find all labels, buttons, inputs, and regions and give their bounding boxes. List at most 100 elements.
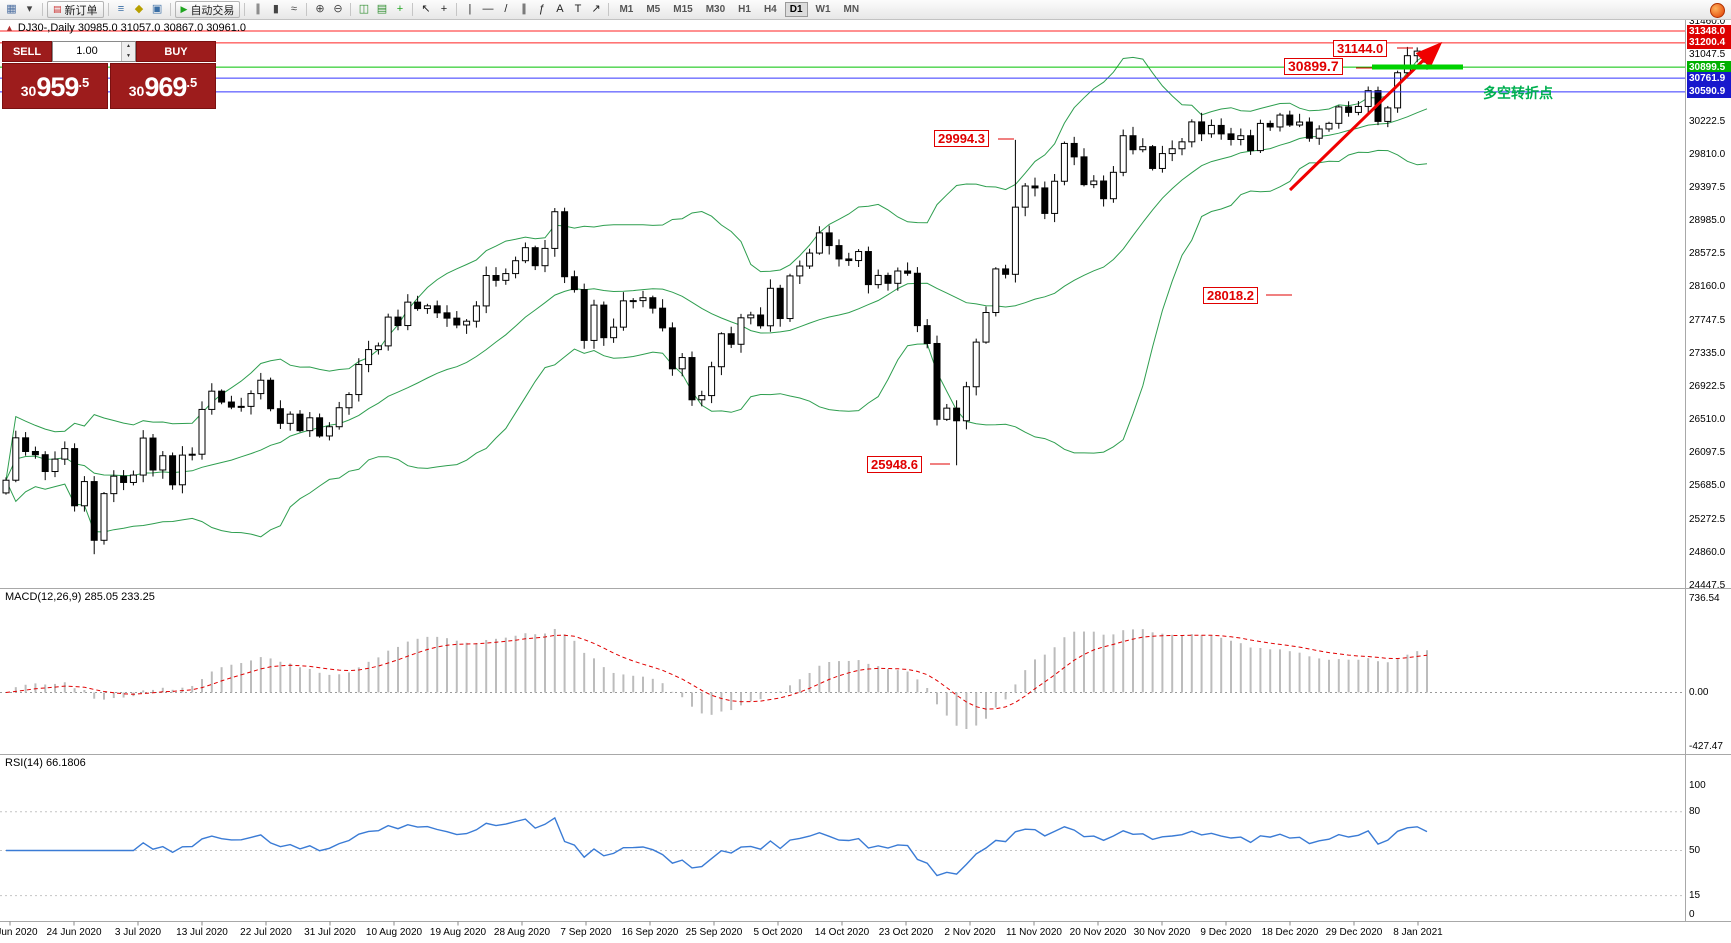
date-tick-label: 25 Sep 2020 — [685, 927, 743, 938]
volume-down-icon[interactable]: ▼ — [122, 51, 135, 61]
macd-values: 285.05 233.25 — [84, 591, 155, 603]
toolbar-separator — [608, 3, 610, 16]
autotrading-button-label: 自动交易 — [190, 4, 235, 17]
price-annotation-label: 28018.2 — [1203, 287, 1258, 304]
terminal-icon[interactable]: ▣ — [151, 3, 163, 15]
timeframe-h1[interactable]: H1 — [738, 4, 751, 15]
timeframe-w1[interactable]: W1 — [815, 4, 831, 15]
date-tick-label: 30 Nov 2020 — [1133, 927, 1191, 938]
scale-tick-label: 0.00 — [1689, 686, 1709, 698]
date-tick-label: 19 Aug 2020 — [429, 927, 487, 938]
chart-symbol-icon: ▲ — [5, 23, 14, 33]
one-click-trading-panel: SELL 1.00 ▲ ▼ BUY 30 959.5 30 969.5 — [2, 41, 216, 109]
scale-tick-label: 27747.5 — [1689, 314, 1726, 326]
price-line-badge: 30761.9 — [1687, 71, 1731, 85]
timeframe-m5[interactable]: M5 — [646, 4, 661, 15]
chart-dropdown-icon[interactable]: ▾ — [26, 3, 33, 15]
sell-price-display[interactable]: 30 959.5 — [2, 63, 108, 109]
line-chart-mode-icon[interactable]: ≈ — [290, 3, 297, 15]
zoom-out-icon[interactable]: ⊖ — [333, 3, 343, 15]
date-tick-label: 20 Nov 2020 — [1069, 927, 1127, 938]
timeframe-m30[interactable]: M30 — [705, 4, 726, 15]
date-tick-label: 18 Dec 2020 — [1261, 927, 1319, 938]
timeframe-mn[interactable]: MN — [843, 4, 860, 15]
arrange-windows-icon[interactable]: ▤ — [376, 3, 388, 15]
buy-price-display[interactable]: 30 969.5 — [110, 63, 216, 109]
sell-button[interactable]: SELL — [2, 41, 52, 62]
tile-windows-icon[interactable]: ◫ — [358, 3, 370, 15]
volume-stepper[interactable]: ▲ ▼ — [121, 42, 135, 61]
autotrading-button[interactable]: ▶ 自动交易 — [174, 1, 241, 18]
volume-input[interactable]: 1.00 ▲ ▼ — [52, 41, 136, 62]
sell-price-prefix: 30 — [20, 83, 37, 99]
toolbar-separator — [42, 3, 43, 16]
main-toolbar: ▦ ▾ ▤ 新订单 ≡ ◆ ▣ ▶ 自动交易 ∥ ▮ ≈ ⊕ ⊖ ◫ ▤ + ↖ + | — / ∥ ƒ A T ↗ M1 M5 M15 M… — [0, 0, 1731, 20]
candlestick-mode-icon[interactable]: ▮ — [272, 3, 279, 15]
macd-name: MACD(12,26,9) — [5, 591, 82, 603]
price-annotation-label: 30899.7 — [1284, 58, 1343, 75]
toolbar-separator — [244, 3, 246, 16]
sell-price-frac: .5 — [78, 75, 90, 90]
date-tick-label: 3 Jul 2020 — [114, 927, 162, 938]
rsi-name: RSI(14) — [5, 757, 43, 769]
price-scale[interactable]: 0 15 50 80 100 -427.47 0.00 736.54 24447.5 24860.… — [1687, 0, 1731, 943]
macd-panel[interactable] — [0, 589, 1686, 754]
toolbar-separator — [306, 3, 308, 16]
date-tick-label: 24 Jun 2020 — [46, 927, 102, 938]
date-tick-label: 8 Jan 2021 — [1393, 927, 1443, 938]
date-tick-label: 7 Sep 2020 — [560, 927, 612, 938]
date-tick-label: 31 Jul 2020 — [304, 927, 356, 938]
scale-tick-label: 29810.0 — [1689, 148, 1726, 160]
chart-ohlc-text: DJ30-,Daily 30985.0 31057.0 30867.0 3096… — [17, 22, 247, 34]
arrow-tool-icon[interactable]: ↗ — [591, 3, 601, 15]
new-chart-icon[interactable]: ▦ — [6, 3, 17, 15]
scale-tick-label: 31460.0 — [1689, 15, 1726, 27]
rsi-panel[interactable] — [0, 755, 1686, 921]
main-chart-panel[interactable] — [0, 19, 1686, 588]
indicators-icon[interactable]: + — [396, 3, 404, 15]
text-icon[interactable]: A — [556, 3, 564, 15]
scale-tick-label: 736.54 — [1689, 592, 1720, 604]
timeframe-h4[interactable]: H4 — [763, 4, 777, 15]
timeframe-d1[interactable]: D1 — [784, 2, 808, 17]
price-annotation-label: 29994.3 — [934, 130, 989, 147]
volume-up-icon[interactable]: ▲ — [122, 42, 135, 52]
bar-chart-mode-icon[interactable]: ∥ — [255, 3, 261, 15]
scale-tick-label: 0 — [1689, 909, 1695, 920]
trendline-icon[interactable]: / — [504, 3, 508, 15]
price-line-badge: 30899.5 — [1687, 60, 1731, 74]
date-tick-label: 13 Jul 2020 — [176, 927, 228, 938]
scale-tick-label: 50 — [1689, 844, 1701, 856]
date-tick-label: 10 Aug 2020 — [365, 927, 423, 938]
vertical-line-icon[interactable]: | — [468, 3, 472, 15]
price-annotation-label: 25948.6 — [867, 456, 922, 473]
price-annotation-label: 31144.0 — [1333, 40, 1388, 57]
date-tick-label: 9 Dec 2020 — [1200, 927, 1252, 938]
scale-tick-label: 28985.0 — [1689, 215, 1726, 227]
rsi-value: 66.1806 — [45, 757, 86, 769]
channel-icon[interactable]: ∥ — [521, 3, 527, 15]
fibonacci-icon[interactable]: ƒ — [538, 3, 545, 15]
new-order-button[interactable]: ▤ 新订单 — [47, 1, 104, 18]
buy-button[interactable]: BUY — [136, 41, 216, 62]
crosshair-icon[interactable]: + — [440, 3, 448, 15]
toolbar-separator — [350, 3, 352, 16]
scale-tick-label: 27335.0 — [1689, 347, 1726, 359]
buy-price-frac: .5 — [186, 75, 198, 90]
label-icon[interactable]: T — [574, 3, 582, 15]
notification-icon[interactable] — [1710, 3, 1725, 18]
date-tick-label: 5 Oct 2020 — [753, 927, 803, 938]
market-watch-icon[interactable]: ≡ — [117, 3, 125, 15]
timeframe-m15[interactable]: M15 — [673, 4, 693, 15]
date-tick-label: 29 Dec 2020 — [1325, 927, 1383, 938]
date-tick-label: 22 Jul 2020 — [240, 927, 292, 938]
navigator-icon[interactable]: ◆ — [134, 3, 144, 15]
zoom-in-icon[interactable]: ⊕ — [315, 3, 325, 15]
timeframe-m1[interactable]: M1 — [619, 4, 634, 15]
toolbar-separator — [107, 3, 109, 16]
scale-tick-label: -427.47 — [1689, 740, 1723, 752]
toolbar-separator — [456, 3, 458, 16]
cursor-icon[interactable]: ↖ — [421, 3, 431, 15]
chart-window-title: ▲ DJ30-,Daily 30985.0 31057.0 30867.0 30… — [5, 22, 246, 34]
horizontal-line-icon[interactable]: — — [482, 3, 494, 15]
